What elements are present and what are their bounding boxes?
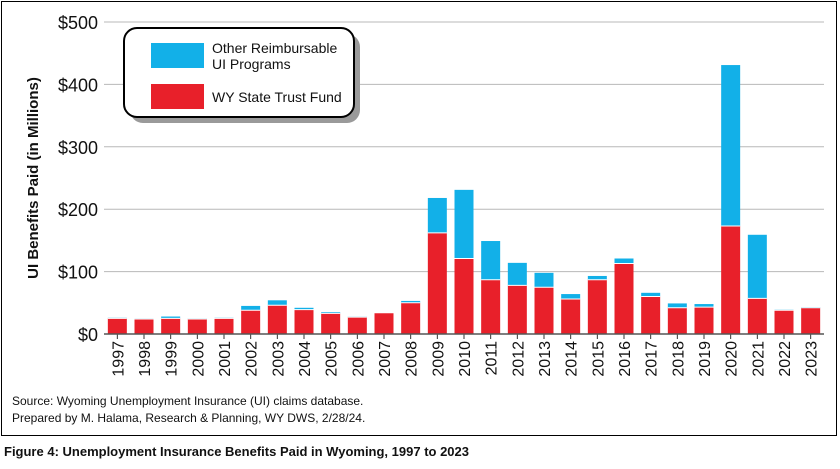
bar-trust-fund-2010 — [454, 258, 474, 334]
y-tick-label: $100 — [58, 263, 98, 283]
bar-other-programs-2017 — [641, 292, 661, 297]
figure-frame — [1, 1, 837, 436]
bar-other-programs-2009 — [427, 197, 447, 233]
x-tick-label: 2008 — [404, 341, 421, 377]
bar-trust-fund-2017 — [641, 296, 661, 334]
y-tick-label: $200 — [58, 200, 98, 220]
x-tick-label: 2018 — [670, 341, 687, 377]
legend-label: Other Reimbursable — [212, 40, 337, 56]
bar-trust-fund-2022 — [774, 310, 794, 334]
x-tick-label: 2019 — [697, 341, 714, 377]
x-tick-label: 2014 — [564, 341, 581, 377]
bar-trust-fund-2007 — [374, 312, 394, 334]
source-note: Source: Wyoming Unemployment Insurance (… — [12, 393, 365, 427]
bar-other-programs-2015 — [587, 275, 607, 280]
bar-trust-fund-1998 — [134, 319, 154, 334]
bar-other-programs-2003 — [267, 300, 287, 306]
prepared-by-line: Prepared by M. Halama, Research & Planni… — [12, 411, 366, 425]
bar-trust-fund-2001 — [214, 318, 234, 334]
x-tick-label: 2000 — [190, 341, 207, 377]
legend-swatch — [151, 84, 204, 109]
x-tick-label: 2005 — [324, 341, 341, 377]
x-tick-label: 2021 — [750, 341, 767, 377]
bar-other-programs-2011 — [481, 241, 501, 280]
bar-trust-fund-1999 — [161, 318, 181, 334]
bar-trust-fund-2005 — [321, 313, 341, 334]
x-tick-label: 2009 — [430, 341, 447, 377]
bar-trust-fund-2006 — [347, 317, 367, 334]
x-tick-label: 1998 — [137, 341, 154, 377]
bar-trust-fund-2002 — [241, 310, 261, 334]
y-tick-label: $400 — [58, 75, 98, 95]
y-tick-label: $500 — [58, 13, 98, 33]
x-tick-label: 2002 — [244, 341, 261, 377]
bar-trust-fund-2015 — [587, 279, 607, 334]
bar-other-programs-2005 — [321, 312, 341, 314]
bar-trust-fund-2004 — [294, 309, 314, 334]
bar-other-programs-2020 — [721, 65, 741, 227]
x-tick-label: 2023 — [804, 341, 821, 377]
bar-other-programs-2021 — [747, 234, 767, 299]
figure-caption: Figure 4: Unemployment Insurance Benefit… — [4, 444, 469, 459]
bar-trust-fund-2023 — [801, 307, 821, 334]
x-tick-label: 2020 — [724, 341, 741, 377]
bar-trust-fund-2016 — [614, 263, 634, 334]
x-tick-label: 2013 — [537, 341, 554, 377]
legend-label: UI Programs — [212, 56, 291, 72]
bar-other-programs-2018 — [667, 303, 687, 308]
bar-trust-fund-2020 — [721, 226, 741, 334]
y-tick-label: $0 — [78, 325, 98, 345]
bar-other-programs-2016 — [614, 258, 634, 264]
legend-swatch — [151, 43, 204, 68]
bar-other-programs-2008 — [401, 300, 421, 303]
x-tick-label: 2001 — [217, 341, 234, 377]
x-tick-label: 2011 — [484, 341, 501, 376]
bar-trust-fund-2008 — [401, 302, 421, 334]
y-axis-label: UI Benefits Paid (in Millions) — [25, 77, 42, 279]
x-tick-label: 2004 — [297, 341, 314, 377]
x-tick-label: 2015 — [590, 341, 607, 377]
bar-trust-fund-2000 — [187, 319, 207, 334]
x-tick-label: 1999 — [164, 341, 181, 377]
bar-other-programs-2013 — [534, 272, 554, 288]
bar-trust-fund-2013 — [534, 287, 554, 334]
bar-other-programs-2002 — [241, 305, 261, 311]
x-tick-label: 2012 — [510, 341, 527, 377]
bar-trust-fund-2011 — [481, 279, 501, 334]
bar-other-programs-2004 — [294, 307, 314, 310]
bar-other-programs-2019 — [694, 304, 714, 308]
bar-trust-fund-2018 — [667, 307, 687, 334]
bar-trust-fund-2019 — [694, 307, 714, 334]
x-tick-label: 2010 — [457, 341, 474, 377]
bar-trust-fund-1997 — [107, 318, 127, 334]
x-tick-label: 2016 — [617, 341, 634, 377]
x-tick-label: 2022 — [777, 341, 794, 377]
x-tick-label: 2017 — [644, 341, 661, 377]
bar-other-programs-2010 — [454, 189, 474, 259]
bar-other-programs-1999 — [161, 316, 181, 319]
bar-other-programs-2014 — [561, 294, 581, 300]
x-tick-label: 1997 — [110, 341, 127, 377]
source-line: Source: Wyoming Unemployment Insurance (… — [12, 394, 364, 408]
x-tick-label: 2006 — [350, 341, 367, 377]
bar-trust-fund-2021 — [747, 298, 767, 334]
bar-trust-fund-2003 — [267, 305, 287, 334]
x-tick-label: 2007 — [377, 341, 394, 377]
y-tick-label: $300 — [58, 138, 98, 158]
x-tick-label: 2003 — [270, 341, 287, 377]
bar-trust-fund-2009 — [427, 232, 447, 334]
bar-other-programs-2012 — [507, 262, 527, 286]
legend-label: WY State Trust Fund — [212, 89, 342, 105]
bar-trust-fund-2012 — [507, 285, 527, 334]
bar-trust-fund-2014 — [561, 299, 581, 334]
